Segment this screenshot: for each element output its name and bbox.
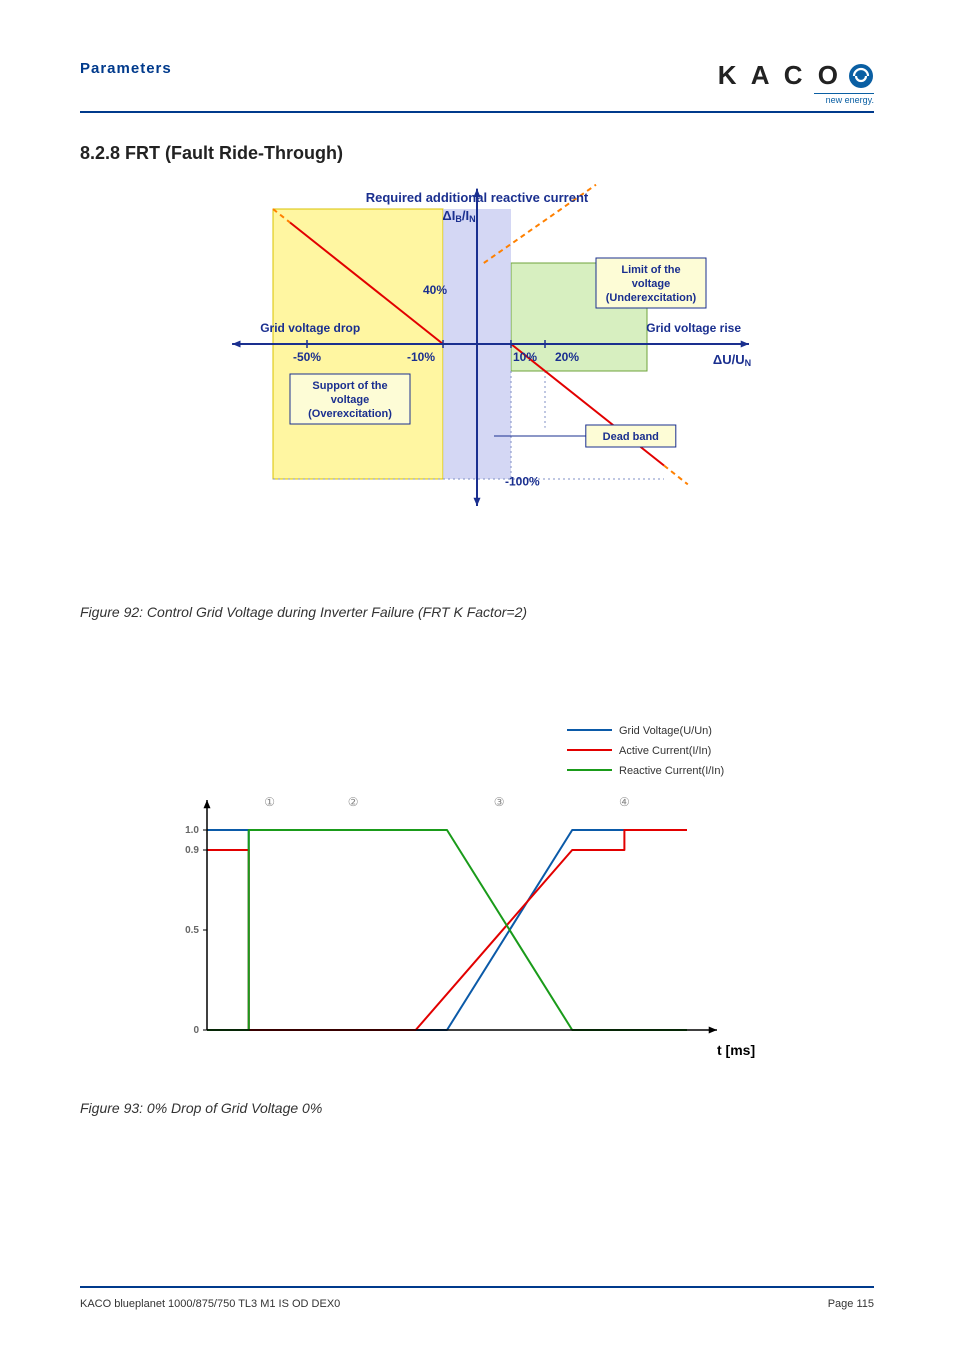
svg-text:voltage: voltage [632, 278, 671, 290]
figure-93-caption: Figure 93: 0% Drop of Grid Voltage 0% [80, 1100, 874, 1116]
footer-rule [80, 1286, 874, 1288]
svg-text:④: ④ [619, 795, 630, 809]
svg-text:Required additional reactive c: Required additional reactive current [366, 190, 589, 205]
svg-text:10%: 10% [513, 350, 537, 364]
logo-text: K A C O [718, 60, 874, 91]
svg-text:①: ① [264, 795, 275, 809]
section-label: Parameters [80, 60, 172, 77]
svg-text:1.0: 1.0 [185, 825, 199, 836]
figure-93: Grid Voltage(U/Un) Active Current(I/In) Re… [80, 700, 874, 1080]
logo-subtext: new energy. [814, 93, 874, 105]
svg-text:Reactive Current(I/In): Reactive Current(I/In) [619, 765, 724, 777]
svg-text:Grid voltage drop: Grid voltage drop [260, 321, 360, 335]
section-heading: 8.2.8 FRT (Fault Ride-Through) [80, 143, 874, 164]
svg-text:Active Current(I/In): Active Current(I/In) [619, 745, 711, 757]
svg-text:t [ms]: t [ms] [717, 1042, 755, 1058]
svg-text:ΔU/UN: ΔU/UN [713, 352, 751, 368]
page-header: Parameters K A C O new energy. [80, 60, 874, 105]
svg-text:③: ③ [494, 795, 505, 809]
svg-text:Grid Voltage(U/Un): Grid Voltage(U/Un) [619, 725, 712, 737]
page-footer: KACO blueplanet 1000/875/750 TL3 M1 IS O… [80, 1286, 874, 1310]
logo-swirl-icon [848, 63, 874, 89]
svg-text:-10%: -10% [407, 350, 435, 364]
svg-text:20%: 20% [555, 350, 579, 364]
figure-93-svg: Grid Voltage(U/Un) Active Current(I/In) Re… [137, 700, 817, 1080]
svg-text:(Underexcitation): (Underexcitation) [606, 292, 697, 304]
svg-text:Grid voltage rise: Grid voltage rise [646, 321, 741, 335]
figure-92-svg: -50% -10% 10% 20% 40% -100% Required additiona… [197, 184, 757, 584]
svg-text:0.9: 0.9 [185, 845, 199, 856]
svg-text:(Overexcitation): (Overexcitation) [308, 408, 392, 420]
svg-text:0: 0 [193, 1025, 199, 1036]
svg-text:Support of the: Support of the [312, 380, 387, 392]
header-rule [80, 111, 874, 113]
footer-page-number: Page 115 [828, 1298, 874, 1310]
brand-logo: K A C O new energy. [718, 60, 874, 105]
svg-text:Dead band: Dead band [603, 431, 659, 443]
figure-92: -50% -10% 10% 20% 40% -100% Required additiona… [80, 184, 874, 584]
svg-text:voltage: voltage [331, 394, 370, 406]
svg-text:0.5: 0.5 [185, 925, 199, 936]
svg-text:-50%: -50% [293, 350, 321, 364]
svg-text:Limit of the: Limit of the [621, 264, 680, 276]
figure-92-caption: Figure 92: Control Grid Voltage during I… [80, 604, 874, 620]
svg-text:-100%: -100% [505, 475, 540, 489]
footer-doc-id: KACO blueplanet 1000/875/750 TL3 M1 IS O… [80, 1298, 340, 1310]
svg-text:②: ② [348, 795, 359, 809]
svg-text:40%: 40% [423, 283, 447, 297]
